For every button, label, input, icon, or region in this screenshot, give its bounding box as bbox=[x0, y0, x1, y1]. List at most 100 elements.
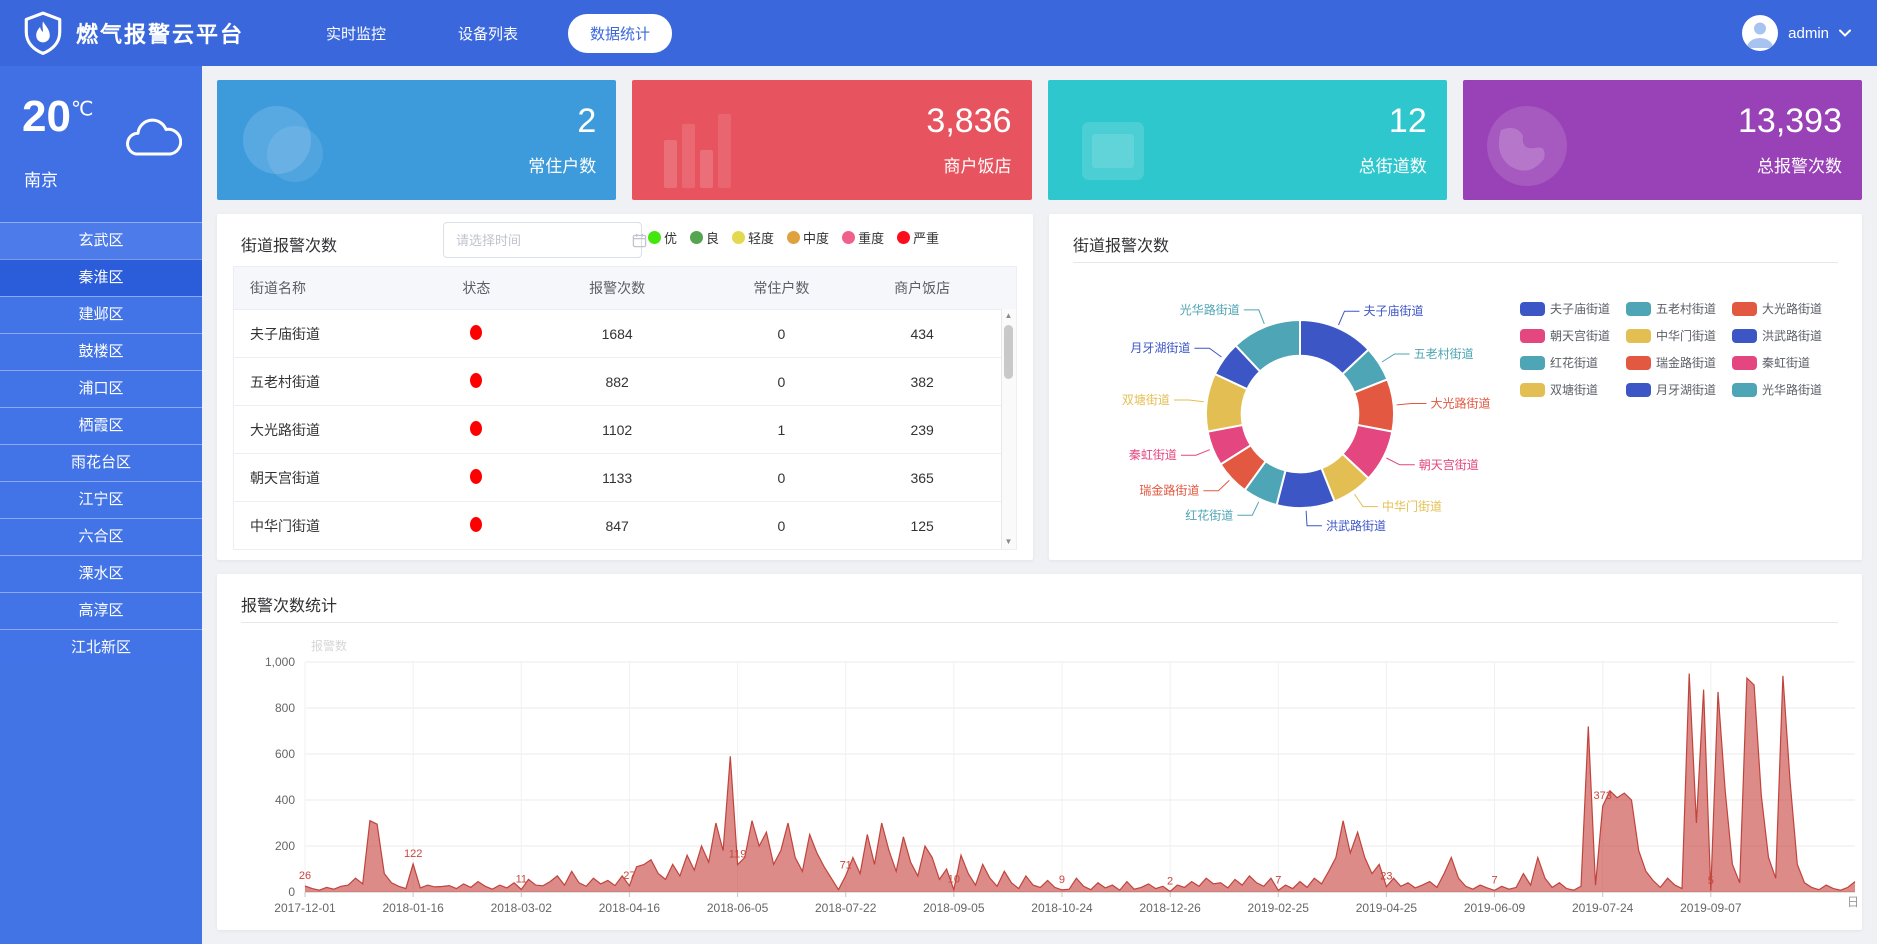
user-avatar[interactable] bbox=[1742, 15, 1779, 51]
donut-slice-label: 大光路街道 bbox=[1431, 396, 1491, 411]
donut-legend-item-月牙湖街道[interactable]: 月牙湖街道 bbox=[1626, 381, 1732, 398]
status-cell bbox=[422, 468, 531, 487]
household-count: 0 bbox=[777, 517, 786, 534]
merchant-count: 239 bbox=[910, 421, 934, 438]
donut-legend-item-夫子庙街道[interactable]: 夫子庙街道 bbox=[1520, 300, 1626, 317]
sidebar-item-建邺区[interactable]: 建邺区 bbox=[0, 296, 202, 333]
x-tick-label: 2018-09-05 bbox=[923, 901, 985, 915]
alarm-trend-panel: 报警次数统计 0 200 400 600 800 1,000 2017-12-01 2018-… bbox=[217, 574, 1862, 930]
person-icon bbox=[1747, 22, 1774, 48]
sidebar-item-雨花台区[interactable]: 雨花台区 bbox=[0, 444, 202, 481]
donut-legend-item-朝天宫街道[interactable]: 朝天宫街道 bbox=[1520, 327, 1626, 344]
main-nav: 实时监控 设备列表 数据统计 bbox=[304, 13, 673, 53]
legend-label: 洪武路街道 bbox=[1762, 329, 1823, 343]
donut-label-line bbox=[1381, 353, 1410, 363]
sidebar-item-溧水区[interactable]: 溧水区 bbox=[0, 555, 202, 592]
x-tick-label: 2019-04-25 bbox=[1356, 901, 1418, 915]
sidebar-item-高淳区[interactable]: 高淳区 bbox=[0, 592, 202, 629]
panel-title: 报警次数统计 bbox=[241, 598, 338, 615]
donut-label-line bbox=[1203, 480, 1230, 492]
x-axis-unit: 日 bbox=[1847, 895, 1859, 909]
sidebar-item-玄武区[interactable]: 玄武区 bbox=[0, 222, 202, 259]
legend-swatch bbox=[1520, 301, 1545, 316]
nav-tab-数据统计[interactable]: 数据统计 bbox=[568, 13, 673, 53]
sidebar-item-江北新区[interactable]: 江北新区 bbox=[0, 629, 202, 666]
street-alarm-donut-panel: 街道报警次数 夫子庙街道 五老村街道 大光路街道 朝天宫街道 中华门街道 洪武路街道 红花街… bbox=[1049, 214, 1862, 560]
donut-legend-item-光华路街道[interactable]: 光华路街道 bbox=[1732, 381, 1838, 398]
alarm-count: 882 bbox=[605, 373, 629, 390]
severity-label: 轻度 bbox=[748, 231, 775, 246]
nav-tab-实时监控[interactable]: 实时监控 bbox=[326, 25, 387, 43]
donut-legend-item-中华门街道[interactable]: 中华门街道 bbox=[1626, 327, 1732, 344]
calendar-icon[interactable] bbox=[632, 233, 647, 248]
scrollbar-up-icon[interactable]: ▲ bbox=[1004, 311, 1013, 320]
legend-label: 中华门街道 bbox=[1656, 329, 1717, 343]
donut-legend-item-瑞金路街道[interactable]: 瑞金路街道 bbox=[1626, 354, 1732, 371]
table-scrollbar[interactable]: ▲ ▼ bbox=[1001, 309, 1016, 549]
status-dot-icon bbox=[470, 468, 483, 484]
legend-swatch bbox=[1520, 382, 1545, 397]
x-tick-label: 2018-04-16 bbox=[599, 901, 661, 915]
data-point-label: 373 bbox=[1593, 790, 1611, 802]
user-name[interactable]: admin bbox=[1788, 24, 1829, 42]
data-point-label: 11 bbox=[516, 873, 527, 885]
merchant-count: 382 bbox=[910, 373, 934, 390]
x-tick-label: 2018-12-26 bbox=[1139, 901, 1201, 915]
donut-legend-item-红花街道[interactable]: 红花街道 bbox=[1520, 354, 1626, 371]
severity-legend-item-良: 良 bbox=[690, 228, 719, 247]
stat-card-常住户数: 2 常住户数 bbox=[217, 80, 617, 200]
donut-label-line bbox=[1243, 309, 1265, 324]
donut-slice-光华路街道[interactable] bbox=[1234, 318, 1301, 373]
sidebar-item-鼓楼区[interactable]: 鼓楼区 bbox=[0, 333, 202, 370]
bar-chart-icon bbox=[664, 114, 732, 188]
sidebar-item-六合区[interactable]: 六合区 bbox=[0, 518, 202, 555]
donut-legend-item-秦虹街道[interactable]: 秦虹街道 bbox=[1732, 354, 1838, 371]
merchant-count: 125 bbox=[910, 517, 934, 534]
donut-label-line bbox=[1173, 399, 1204, 403]
sidebar-item-栖霞区[interactable]: 栖霞区 bbox=[0, 407, 202, 444]
sidebar-item-江宁区[interactable]: 江宁区 bbox=[0, 481, 202, 518]
sidebar-item-秦淮区[interactable]: 秦淮区 bbox=[0, 259, 202, 296]
weather-temperature: 20℃ bbox=[22, 92, 94, 141]
panel-title: 街道报警次数 bbox=[241, 238, 338, 255]
severity-legend-item-中度: 中度 bbox=[787, 228, 829, 247]
merchant-count: 434 bbox=[910, 325, 934, 342]
user-menu[interactable]: admin bbox=[1742, 0, 1851, 66]
legend-label: 夫子庙街道 bbox=[1550, 302, 1611, 316]
household-count: 0 bbox=[777, 469, 786, 486]
donut-label-line bbox=[1386, 457, 1415, 466]
table-row: 中华门街道 847 0 125 bbox=[234, 501, 1016, 549]
donut-legend-item-洪武路街道[interactable]: 洪武路街道 bbox=[1732, 327, 1838, 344]
legend-label: 瑞金路街道 bbox=[1656, 356, 1717, 370]
severity-label: 严重 bbox=[913, 231, 940, 246]
severity-legend-item-重度: 重度 bbox=[842, 228, 884, 247]
street-table: 街道名称 状态 报警次数 常住户数 商户饭店 夫子庙街道 1684 0 434 五老村街道 882 0… bbox=[233, 266, 1017, 550]
donut-label-line bbox=[1338, 310, 1360, 326]
date-input[interactable] bbox=[444, 232, 632, 248]
district-list: 玄武区 秦淮区 建邺区 鼓楼区 浦口区 栖霞区 雨花台区 江宁区 六合区 溧水区 高淳区 江北新区 bbox=[0, 222, 202, 666]
alarm-count: 847 bbox=[605, 517, 629, 534]
severity-dot-icon bbox=[897, 231, 911, 244]
household-count: 0 bbox=[777, 373, 786, 390]
nav-tab-设备列表[interactable]: 设备列表 bbox=[458, 25, 519, 43]
chevron-down-icon[interactable] bbox=[1839, 29, 1851, 37]
severity-legend: 优 良 轻度 中度 重度 严重 bbox=[648, 228, 939, 247]
donut-legend-item-双塘街道[interactable]: 双塘街道 bbox=[1520, 381, 1626, 398]
sidebar-item-浦口区[interactable]: 浦口区 bbox=[0, 370, 202, 407]
date-picker[interactable] bbox=[443, 222, 647, 258]
donut-label-line bbox=[1194, 347, 1222, 358]
street-name: 中华门街道 bbox=[250, 517, 320, 534]
donut-legend-item-五老村街道[interactable]: 五老村街道 bbox=[1626, 300, 1732, 317]
legend-swatch bbox=[1626, 328, 1651, 343]
x-tick-label: 2019-02-25 bbox=[1248, 901, 1310, 915]
stat-value: 2 bbox=[577, 102, 597, 140]
scrollbar-down-icon[interactable]: ▼ bbox=[1004, 537, 1013, 546]
shield-flame-logo-icon bbox=[24, 11, 62, 55]
scrollbar-thumb[interactable] bbox=[1004, 325, 1013, 379]
legend-label: 朝天宫街道 bbox=[1550, 329, 1611, 343]
donut-legend-item-大光路街道[interactable]: 大光路街道 bbox=[1732, 300, 1838, 317]
street-alarm-table-panel: 街道报警次数 优 良 轻度 中度 重度 严重 街道名称 状态 报警次数 常住户数 商户饭店夫子庙街… bbox=[217, 214, 1033, 560]
data-point-label: 119 bbox=[729, 849, 747, 861]
household-count: 1 bbox=[777, 421, 786, 438]
